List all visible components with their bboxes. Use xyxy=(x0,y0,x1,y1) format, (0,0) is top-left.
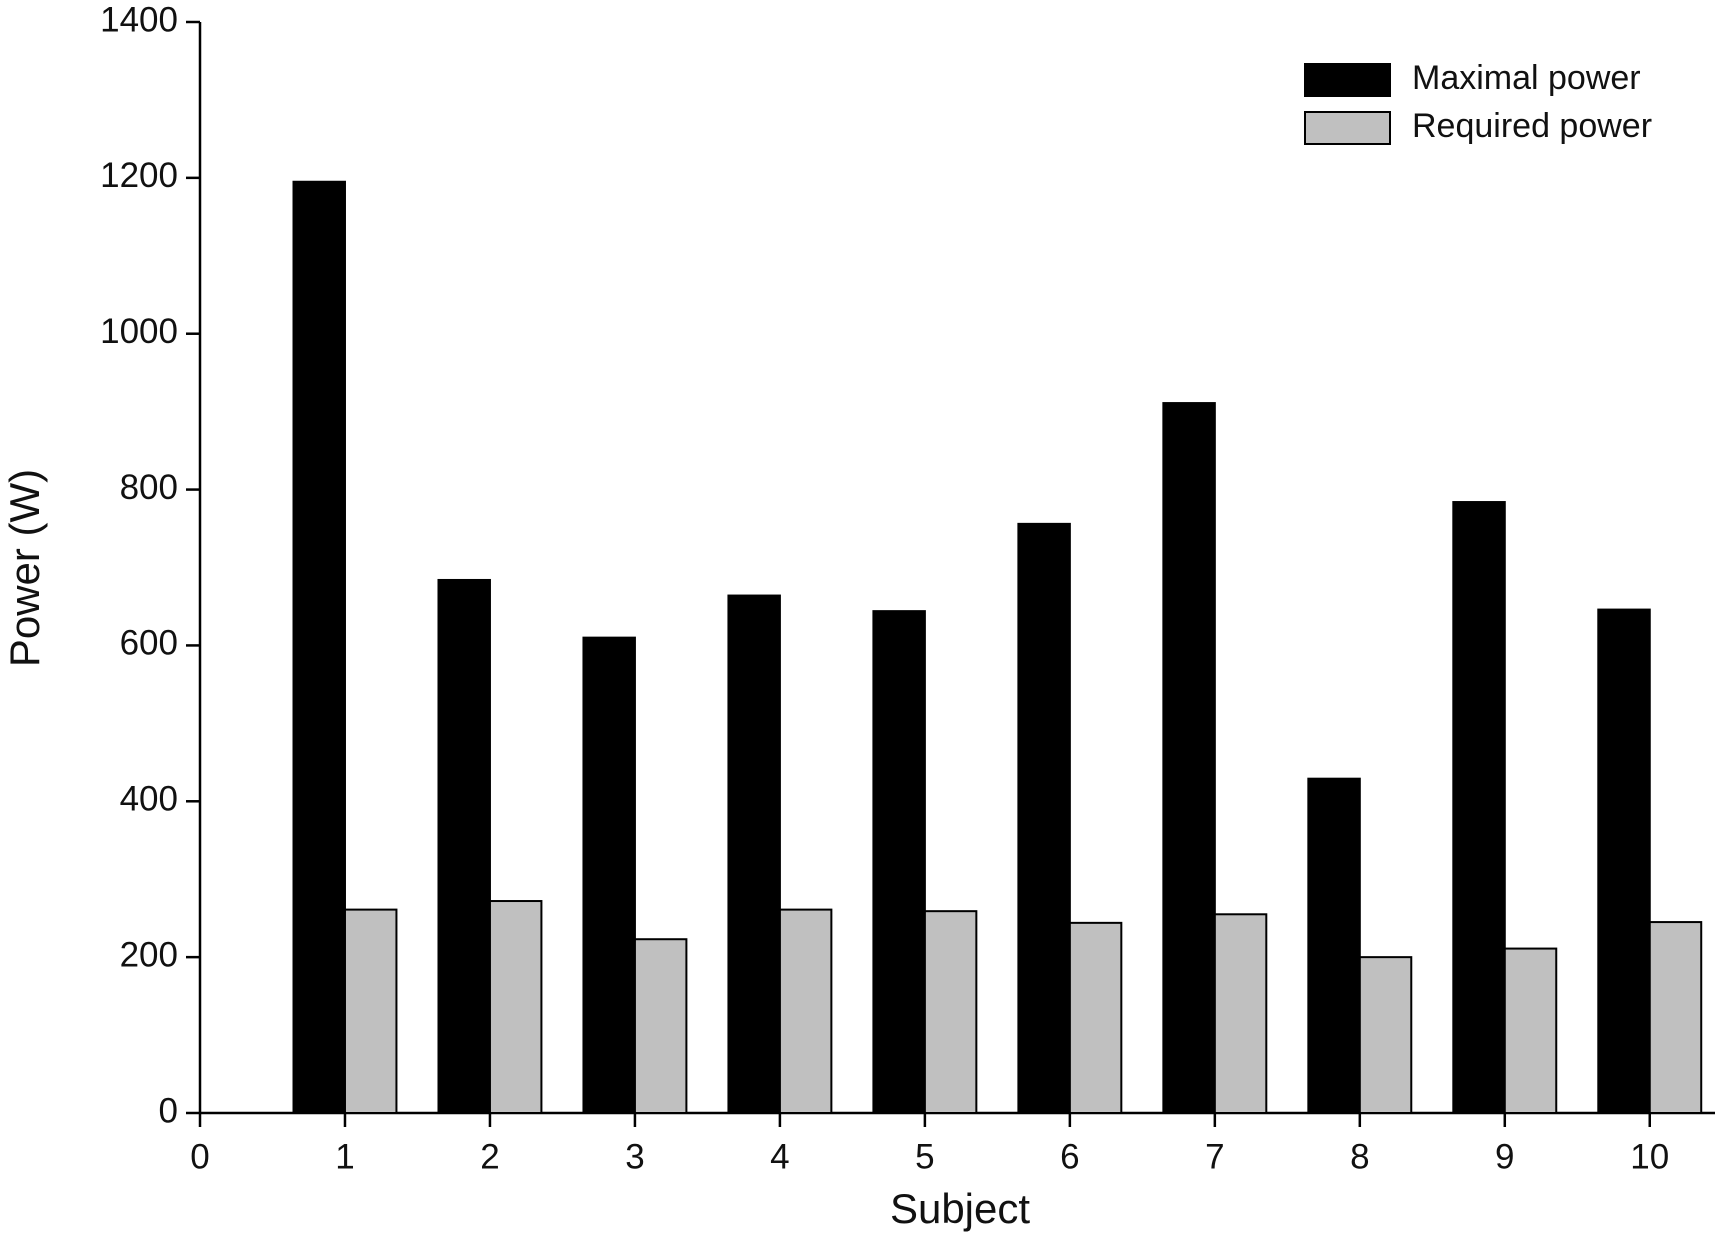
bar xyxy=(1213,913,1268,1115)
x-tick-label: 9 xyxy=(1495,1137,1514,1176)
bar xyxy=(633,938,688,1115)
y-tick-label: 600 xyxy=(120,624,178,663)
y-tick-label: 0 xyxy=(159,1091,178,1130)
bar xyxy=(1648,921,1703,1115)
x-tick-label: 8 xyxy=(1350,1137,1369,1176)
legend-label: Maximal power xyxy=(1412,59,1641,97)
y-tick-label: 800 xyxy=(120,468,178,507)
bar xyxy=(727,594,781,1114)
x-tick-label: 3 xyxy=(625,1137,644,1176)
y-tick-label: 1000 xyxy=(100,312,178,351)
bar xyxy=(1068,921,1123,1115)
y-axis-title: Power (W) xyxy=(1,469,48,667)
y-tick-label: 1400 xyxy=(100,0,178,39)
x-tick-label: 2 xyxy=(480,1137,499,1176)
legend-label: Required power xyxy=(1412,107,1652,145)
bar xyxy=(923,910,978,1114)
x-tick-label: 10 xyxy=(1630,1137,1669,1176)
x-tick-label: 0 xyxy=(190,1137,209,1176)
x-tick-label: 6 xyxy=(1060,1137,1079,1176)
y-tick-label: 1200 xyxy=(100,156,178,195)
bar xyxy=(1017,522,1071,1114)
legend-swatch xyxy=(1304,111,1391,145)
y-tick-label: 400 xyxy=(120,780,178,819)
bar xyxy=(1452,501,1506,1115)
bar xyxy=(1307,777,1361,1114)
x-axis-title: Subject xyxy=(890,1185,1030,1232)
bar xyxy=(292,180,346,1114)
x-tick-label: 1 xyxy=(335,1137,354,1176)
bar xyxy=(488,900,543,1115)
bar xyxy=(437,578,491,1114)
legend-swatch xyxy=(1304,63,1391,97)
bar xyxy=(343,908,398,1115)
bar xyxy=(1503,947,1558,1115)
bar xyxy=(778,908,833,1115)
x-tick-label: 7 xyxy=(1205,1137,1224,1176)
bar xyxy=(582,636,636,1115)
x-tick-label: 4 xyxy=(770,1137,789,1176)
bar xyxy=(1358,956,1413,1115)
bar xyxy=(1597,608,1651,1114)
bar xyxy=(1162,402,1216,1114)
y-tick-label: 200 xyxy=(120,935,178,974)
x-tick-label: 5 xyxy=(915,1137,934,1176)
bar xyxy=(872,610,926,1114)
